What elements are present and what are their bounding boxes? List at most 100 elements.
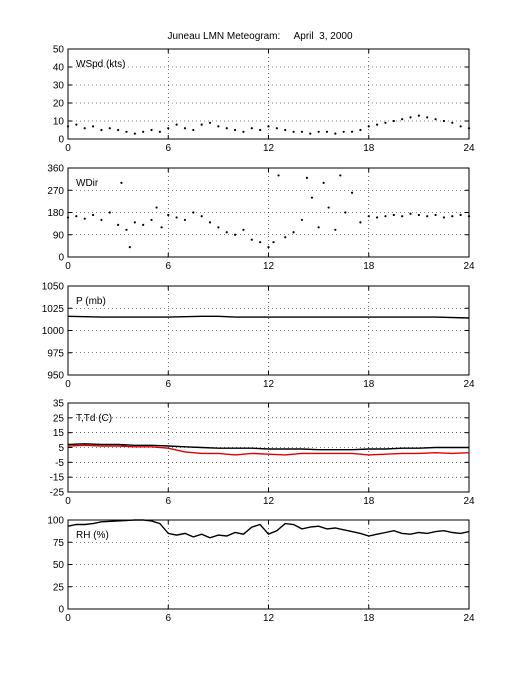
data-point — [409, 212, 412, 215]
data-point — [467, 215, 471, 218]
x-tick-label: 6 — [165, 496, 171, 507]
x-tick-label: 0 — [65, 379, 71, 390]
data-point — [217, 226, 220, 229]
data-point — [100, 218, 103, 222]
data-point — [392, 119, 395, 123]
data-point — [376, 216, 379, 219]
y-tick-label: 950 — [47, 371, 64, 382]
panel-label: WSpd (kts) — [76, 59, 125, 70]
data-point — [467, 127, 471, 130]
data-point — [417, 114, 420, 117]
x-tick-label: 24 — [463, 143, 475, 154]
data-point — [250, 238, 253, 241]
x-tick-label: 12 — [263, 613, 275, 624]
data-point — [200, 215, 203, 218]
data-point — [200, 123, 203, 126]
data-point — [233, 233, 237, 236]
data-point — [442, 119, 446, 123]
data-point — [384, 215, 387, 218]
data-point — [233, 128, 237, 132]
data-point — [91, 125, 95, 128]
data-point — [192, 211, 195, 214]
data-point — [158, 130, 161, 133]
y-tick-label: -15 — [50, 473, 65, 484]
panel-label: RH (%) — [76, 530, 109, 541]
data-point — [250, 127, 253, 130]
data-point — [344, 211, 347, 214]
x-tick-label: 18 — [363, 496, 375, 507]
data-point — [451, 215, 454, 218]
data-point — [83, 217, 86, 220]
y-tick-label: 0 — [58, 253, 64, 264]
data-point — [459, 213, 462, 217]
data-point — [275, 127, 278, 130]
data-point — [401, 118, 404, 121]
x-tick-label: 24 — [463, 379, 475, 390]
data-point — [225, 231, 228, 234]
data-point — [339, 174, 342, 177]
data-point — [317, 226, 320, 229]
y-tick-label: 40 — [53, 63, 65, 74]
data-point — [208, 121, 212, 124]
data-point — [272, 241, 275, 244]
data-point — [451, 121, 454, 124]
data-point — [192, 128, 195, 132]
series-line-1 — [67, 444, 470, 456]
y-tick-label: 1000 — [42, 326, 65, 337]
x-tick-label: 12 — [263, 379, 275, 390]
x-tick-label: 18 — [363, 613, 375, 624]
data-point — [142, 130, 145, 133]
data-point — [300, 130, 304, 133]
data-point — [259, 128, 262, 132]
data-point — [359, 128, 362, 132]
data-point — [334, 132, 337, 135]
x-tick-label: 0 — [65, 496, 71, 507]
data-point — [155, 206, 158, 209]
y-tick-label: 5 — [58, 443, 64, 454]
data-point — [125, 228, 128, 231]
data-point — [133, 221, 136, 224]
data-point — [217, 125, 220, 128]
y-tick-label: 25 — [53, 582, 65, 593]
data-point — [66, 216, 70, 219]
y-tick-label: 35 — [53, 399, 65, 410]
data-point — [292, 231, 295, 234]
x-tick-label: 24 — [463, 496, 475, 507]
data-point — [91, 213, 95, 217]
series-line-0 — [67, 443, 469, 451]
data-point — [342, 130, 345, 133]
data-point — [167, 213, 170, 217]
data-point — [183, 218, 187, 222]
data-point — [384, 121, 387, 124]
x-tick-label: 12 — [263, 261, 275, 272]
data-point — [434, 213, 437, 217]
y-tick-label: 0 — [58, 605, 64, 616]
x-tick-label: 0 — [65, 143, 71, 154]
data-point — [334, 228, 337, 231]
data-point — [208, 221, 212, 224]
x-tick-label: 6 — [165, 379, 171, 390]
y-tick-label: 100 — [47, 516, 64, 527]
x-tick-label: 24 — [463, 261, 475, 272]
y-tick-label: -25 — [50, 488, 65, 499]
data-point — [305, 176, 309, 179]
y-tick-label: 975 — [47, 348, 64, 359]
series-line-0 — [67, 519, 470, 539]
data-point — [409, 116, 412, 119]
x-tick-label: 18 — [363, 261, 375, 272]
data-point — [175, 123, 178, 126]
data-point — [284, 128, 287, 132]
data-point — [426, 116, 429, 119]
data-point — [434, 118, 437, 121]
data-point — [83, 127, 86, 130]
data-point — [392, 213, 395, 217]
x-tick-label: 18 — [363, 143, 375, 154]
panel-label: P (mb) — [76, 296, 106, 307]
data-point — [426, 215, 429, 218]
panel-label: WDir — [76, 178, 99, 189]
data-point — [108, 127, 111, 130]
data-point — [309, 132, 312, 135]
y-tick-label: 90 — [53, 230, 65, 241]
data-point — [117, 128, 120, 132]
